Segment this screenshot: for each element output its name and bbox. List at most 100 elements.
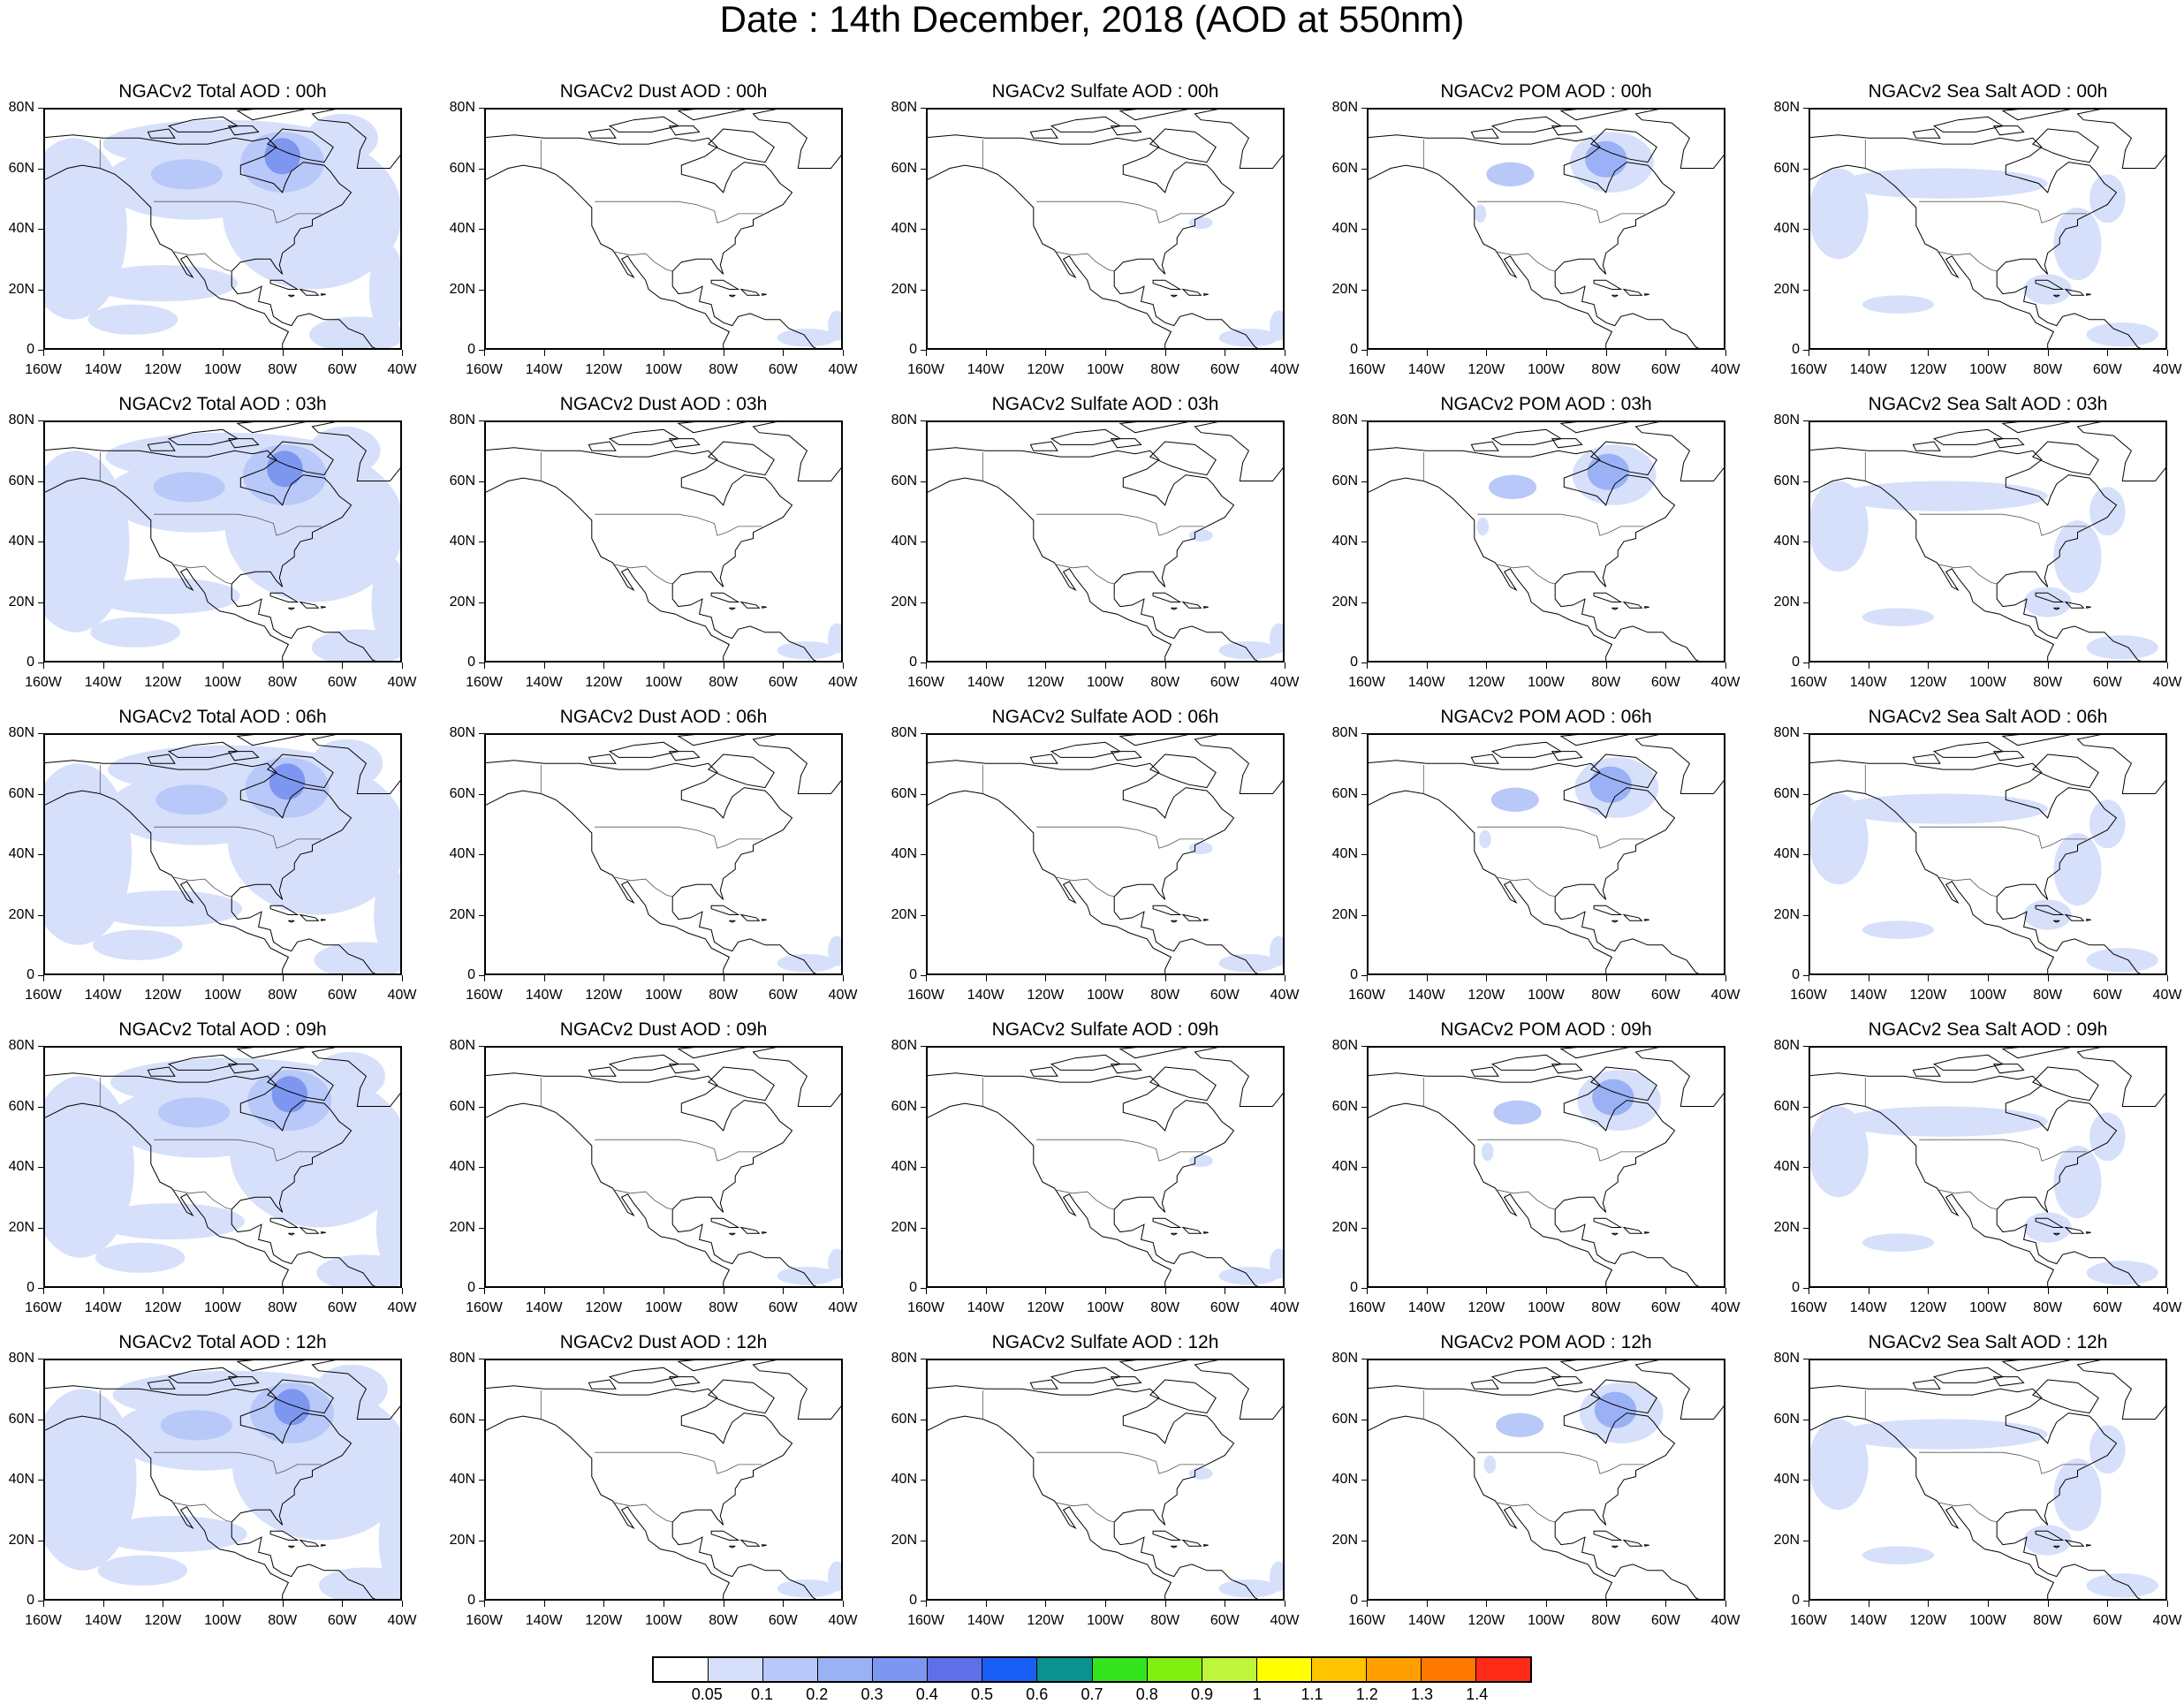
lon-tick (1367, 1288, 1368, 1294)
coastline-island (1203, 606, 1209, 609)
lat-label: 0 (27, 1593, 34, 1608)
lat-tick (479, 289, 484, 291)
lat-tick (1361, 602, 1367, 603)
lon-label: 80W (1150, 988, 1180, 1003)
lon-tick (1105, 1288, 1106, 1294)
lat-tick (1803, 229, 1809, 230)
lon-label: 60W (327, 1613, 357, 1628)
coastline-island (1152, 1217, 1182, 1228)
lon-label: 80W (2033, 362, 2063, 377)
coastline-island (288, 607, 295, 610)
coastline-island (2064, 913, 2085, 921)
aod-map-dust-4 (484, 1359, 843, 1601)
lon-label: 120W (1467, 675, 1505, 690)
colorbar-cell (928, 1658, 983, 1681)
aod-field-5 (93, 890, 243, 928)
coastline-island (762, 1231, 767, 1234)
lat-tick (1361, 793, 1367, 795)
aod-field-2 (2053, 1458, 2102, 1532)
coastline-greenland (1194, 108, 1285, 169)
panel-title-sulfate-2: NGACv2 Sulfate AOD : 06h (991, 707, 1219, 727)
panel-title-total-4: NGACv2 Total AOD : 12h (118, 1332, 327, 1352)
lon-tick (1164, 663, 1166, 669)
lon-label: 100W (204, 988, 241, 1003)
coastline-island (227, 751, 260, 761)
aod-field-2 (1270, 310, 1285, 341)
coastline-island (1912, 1066, 1941, 1077)
coastline-island (668, 438, 701, 449)
coastline-island (1149, 1379, 1217, 1414)
coastline-island (1559, 733, 1636, 746)
lat-label: 40N (1331, 1159, 1358, 1174)
lon-tick (603, 350, 605, 356)
coastline-island (2031, 1379, 2099, 1414)
lat-label: 60N (449, 1098, 475, 1114)
country-border (154, 826, 322, 849)
country-border (1054, 1189, 1115, 1210)
coastline-north-america (1809, 447, 2144, 663)
lat-tick (38, 1227, 43, 1229)
lat-label: 20N (449, 906, 475, 922)
lon-tick (783, 1288, 785, 1294)
country-border (1477, 1139, 1645, 1162)
coastline-island (236, 420, 313, 434)
coastline-island (2086, 293, 2091, 296)
lat-tick (1803, 108, 1809, 109)
coastline-island (739, 1226, 761, 1234)
lat-label: 40N (1331, 221, 1358, 236)
coastline-island (2031, 441, 2099, 476)
lon-label: 120W (144, 1613, 182, 1628)
lon-label: 80W (1591, 1613, 1621, 1628)
coastline-island (147, 128, 176, 139)
aod-field-8 (87, 304, 178, 335)
lon-label: 140W (1849, 1300, 1887, 1315)
lon-tick (342, 1288, 344, 1294)
lon-label: 100W (1528, 988, 1565, 1003)
figure-title: Date : 14th December, 2018 (AOD at 550nm… (719, 0, 1465, 40)
coastline-island (1622, 1226, 1643, 1234)
coastline-north-america (1809, 1385, 2144, 1601)
lon-label: 140W (967, 362, 1005, 377)
aod-field-4 (315, 1364, 388, 1413)
lon-tick (985, 975, 987, 981)
colorbar-label: 0.1 (750, 1685, 774, 1703)
lon-label: 80W (709, 362, 739, 377)
lon-label: 160W (466, 1300, 503, 1315)
coastline-island (321, 919, 326, 921)
lon-label: 140W (84, 1300, 122, 1315)
lat-label: 80N (8, 1351, 34, 1366)
lat-tick (38, 793, 43, 795)
lat-tick (921, 1046, 926, 1047)
lon-label: 60W (327, 988, 357, 1003)
lon-label: 60W (2092, 675, 2122, 690)
aod-field-6 (2089, 174, 2126, 223)
lon-tick (1988, 1601, 1989, 1607)
aod-map-pom-0 (1367, 108, 1725, 350)
lat-tick (921, 1227, 926, 1229)
coastline-island (1050, 1054, 1122, 1071)
lat-tick (1803, 1167, 1809, 1168)
aod-field-2 (1584, 140, 1627, 178)
lat-label: 80N (449, 100, 475, 115)
lon-tick (1928, 1288, 1930, 1294)
lon-label: 140W (84, 988, 122, 1003)
colorbar-label: 1 (1252, 1685, 1262, 1703)
lon-label: 140W (525, 362, 563, 377)
coastline-greenland (752, 108, 843, 169)
coastline-island (288, 294, 295, 298)
country-border (1054, 251, 1115, 272)
coastline-greenland (1634, 733, 1725, 794)
lon-label: 100W (1087, 362, 1124, 377)
coastline-island (710, 592, 740, 602)
coastline-greenland (1194, 733, 1285, 794)
coastline-island (1644, 606, 1649, 609)
colorbar-cell (982, 1658, 1038, 1681)
lon-label: 40W (828, 1300, 858, 1315)
lat-tick (479, 108, 484, 109)
lon-tick (1605, 350, 1607, 356)
aod-field-0 (1218, 1579, 1279, 1598)
aod-field-2 (2053, 833, 2102, 906)
panel-title-seasalt-0: NGACv2 Sea Salt AOD : 00h (1868, 81, 2108, 102)
lon-tick (543, 1288, 545, 1294)
lon-label: 140W (525, 988, 563, 1003)
